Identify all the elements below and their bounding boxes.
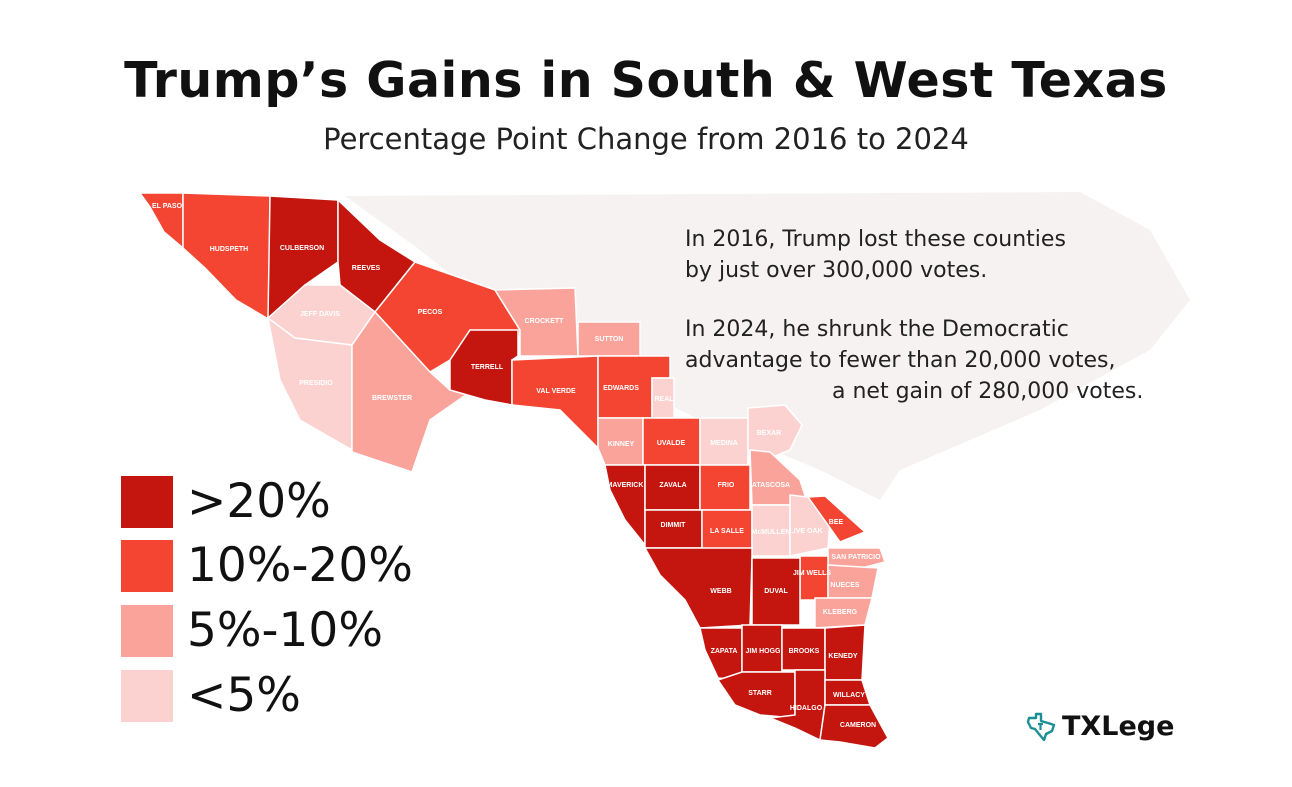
county-bee	[806, 495, 867, 543]
label-kleberg: KLEBERG	[823, 609, 858, 616]
county-bexar	[747, 404, 803, 463]
county-culberson	[267, 195, 339, 320]
note-2024-line3: a net gain of 280,000 votes.	[832, 379, 1144, 404]
county-hidalgo	[769, 669, 826, 742]
label-terrell: TERRELL	[471, 364, 504, 371]
label-cameron: CAMERON	[840, 722, 876, 729]
county-hudspeth	[182, 192, 271, 322]
legend-label-10-20: 10%-20%	[187, 538, 413, 593]
texas-background-shape	[345, 192, 1190, 500]
legend-label-lt5: <5%	[187, 668, 301, 723]
label-kenedy: KENEDY	[828, 653, 858, 660]
legend-label-gt20: >20%	[187, 474, 331, 529]
label-zavala: ZAVALA	[659, 482, 686, 489]
label-maverick: MAVERICK	[607, 482, 644, 489]
label-bee: BEE	[829, 519, 844, 526]
label-hudspeth: HUDSPETH	[210, 246, 249, 253]
label-starr: STARR	[748, 690, 772, 697]
legend-gt20: >20%	[121, 474, 331, 529]
note-2024-line1: In 2024, he shrunk the Democratic	[685, 317, 1069, 342]
county-dimmit	[644, 509, 703, 549]
legend-swatch-gt20	[121, 475, 173, 528]
legend-5-10: 5%-10%	[121, 603, 383, 658]
county-atascosa	[749, 449, 810, 506]
county-cameron	[819, 704, 889, 749]
label-frio: FRIO	[718, 482, 735, 489]
label-edwards: EDWARDS	[603, 385, 639, 392]
label-kinney: KINNEY	[608, 441, 635, 448]
label-live-oak: LIVE OAK	[789, 528, 822, 535]
legend-10-20: 10%-20%	[121, 538, 413, 593]
label-mcmullen: McMULLEN	[752, 529, 791, 536]
label-willacy: WILLACY	[833, 692, 865, 699]
txlege-logo: TXLege	[1026, 711, 1174, 742]
brand-name: TXLege	[1062, 711, 1175, 742]
label-hidalgo: HIDALGO	[790, 705, 823, 712]
legend-swatch-10-20	[121, 539, 173, 592]
label-uvalde: UVALDE	[657, 440, 686, 447]
label-brooks: BROOKS	[789, 648, 820, 655]
legend-lt5: <5%	[121, 668, 301, 723]
label-pecos: PECOS	[418, 309, 443, 316]
label-reeves: REEVES	[352, 265, 381, 272]
label-zapata: ZAPATA	[711, 648, 738, 655]
label-bexar: BEXAR	[757, 430, 782, 437]
note-2016-line1: In 2016, Trump lost these counties	[685, 227, 1066, 252]
county-val-verde	[511, 355, 599, 450]
legend-label-5-10: 5%-10%	[187, 603, 383, 658]
label-nueces: NUECES	[830, 582, 860, 589]
label-el-paso: EL PASO	[152, 203, 183, 210]
texas-outline-icon	[1026, 712, 1056, 741]
label-jim-hogg: JIM HOGG	[745, 648, 781, 655]
map-subtitle: Percentage Point Change from 2016 to 202…	[323, 122, 969, 156]
label-real: REAL	[654, 396, 674, 403]
label-crockett: CROCKETT	[525, 318, 565, 325]
label-brewster: BREWSTER	[372, 395, 412, 402]
label-atascosa: ATASCOSA	[752, 482, 790, 489]
label-medina: MEDINA	[710, 440, 738, 447]
county-duval	[751, 557, 801, 626]
county-crockett	[493, 287, 579, 357]
label-dimmit: DIMMIT	[661, 522, 687, 529]
note-2024-line2: advantage to fewer than 20,000 votes,	[685, 348, 1116, 373]
county-jim-wells	[799, 555, 829, 601]
legend-swatch-5-10	[121, 604, 173, 657]
label-jim-wells: JIM WELLS	[793, 570, 831, 577]
label-val-verde: VAL VERDE	[536, 388, 576, 395]
county-el-paso	[138, 192, 184, 250]
label-sutton: SUTTON	[595, 336, 624, 343]
label-jeff-davis: JEFF DAVIS	[300, 311, 340, 318]
legend-swatch-lt5	[121, 669, 173, 722]
label-duval: DUVAL	[764, 588, 788, 595]
label-la-salle: LA SALLE	[710, 528, 744, 535]
label-san-patricio: SAN PATRICIO	[831, 554, 881, 561]
label-webb: WEBB	[710, 588, 731, 595]
map-title: Trump’s Gains in South & West Texas	[124, 52, 1168, 109]
county-webb	[643, 547, 753, 629]
county-maverick	[604, 464, 646, 548]
label-presidio: PRESIDIO	[299, 380, 333, 387]
note-2016-line2: by just over 300,000 votes.	[685, 258, 988, 283]
label-culberson: CULBERSON	[280, 245, 324, 252]
